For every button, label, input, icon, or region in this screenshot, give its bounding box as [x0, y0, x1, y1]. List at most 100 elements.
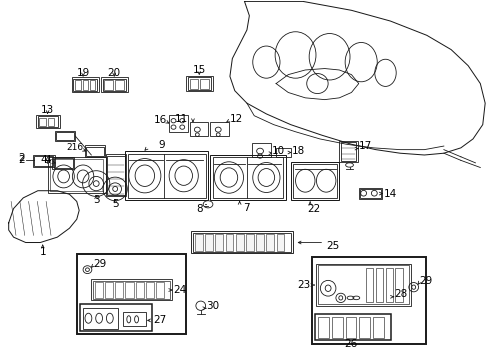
Bar — [266, 234, 274, 251]
Text: 2: 2 — [18, 156, 25, 165]
Bar — [276, 234, 284, 251]
Bar — [73, 78, 97, 91]
Bar — [195, 234, 202, 251]
Text: 19: 19 — [76, 68, 89, 78]
Bar — [290, 162, 339, 200]
Bar — [80, 304, 152, 331]
Bar — [82, 80, 88, 90]
Bar — [191, 231, 292, 253]
Bar — [127, 154, 205, 198]
Bar — [394, 268, 402, 302]
Text: 8: 8 — [196, 203, 203, 213]
Bar — [95, 282, 103, 297]
Bar — [318, 317, 328, 338]
Text: 5: 5 — [112, 199, 118, 209]
Bar — [125, 282, 133, 297]
Bar — [225, 234, 233, 251]
Bar — [251, 143, 271, 157]
Bar — [340, 143, 356, 161]
Bar — [47, 157, 106, 193]
Bar — [189, 78, 198, 89]
Text: 4: 4 — [40, 155, 46, 165]
Bar — [36, 114, 60, 128]
Text: 12: 12 — [229, 113, 243, 123]
Bar — [360, 189, 380, 198]
Text: 25: 25 — [325, 241, 339, 251]
Text: 22: 22 — [306, 204, 320, 214]
Text: 3: 3 — [93, 195, 100, 205]
Bar — [359, 317, 369, 338]
Bar — [91, 279, 171, 300]
Bar — [235, 234, 243, 251]
Text: 23: 23 — [297, 280, 310, 290]
Text: 26: 26 — [343, 339, 356, 349]
Bar — [52, 157, 74, 169]
Bar — [169, 114, 187, 132]
Text: 29: 29 — [93, 259, 106, 269]
Bar — [135, 282, 143, 297]
Bar — [54, 158, 73, 168]
Bar — [85, 145, 105, 157]
Bar — [256, 234, 264, 251]
Bar — [93, 281, 169, 298]
Bar — [107, 156, 124, 195]
Bar — [186, 76, 212, 91]
Text: 13: 13 — [41, 105, 54, 115]
Bar — [215, 234, 223, 251]
Bar — [245, 234, 253, 251]
Bar — [38, 116, 58, 127]
Bar — [276, 148, 290, 157]
Bar — [34, 157, 53, 166]
Bar — [145, 282, 154, 297]
Bar — [187, 77, 211, 90]
Bar — [39, 118, 45, 126]
Bar — [358, 188, 381, 199]
Bar — [200, 78, 208, 89]
Bar — [316, 264, 410, 306]
Bar — [125, 152, 207, 200]
Bar — [339, 141, 357, 162]
Bar — [75, 80, 81, 90]
Bar — [315, 314, 390, 340]
Bar — [47, 118, 54, 126]
Text: 14: 14 — [383, 189, 396, 199]
Text: 7: 7 — [242, 203, 249, 213]
Bar — [292, 164, 336, 198]
Bar — [33, 155, 55, 167]
Text: 24: 24 — [173, 285, 186, 295]
Bar — [101, 77, 127, 93]
Bar — [366, 268, 372, 302]
Text: 30: 30 — [206, 301, 219, 311]
Bar — [212, 157, 283, 198]
Bar — [204, 234, 212, 251]
Bar — [90, 80, 95, 90]
Bar — [86, 147, 104, 156]
Bar — [56, 132, 74, 140]
Bar — [105, 282, 113, 297]
Bar — [193, 233, 290, 252]
Bar — [122, 312, 146, 327]
Text: 9: 9 — [158, 140, 165, 150]
Text: 17: 17 — [358, 141, 371, 151]
Bar — [210, 122, 228, 136]
Bar — [106, 154, 126, 196]
Bar — [345, 317, 356, 338]
Bar — [55, 131, 75, 141]
Bar — [50, 159, 103, 191]
Bar — [375, 268, 382, 302]
Text: 28: 28 — [393, 289, 407, 299]
Text: 27: 27 — [153, 315, 166, 325]
Bar — [115, 282, 123, 297]
Bar — [102, 78, 126, 91]
Text: 11: 11 — [174, 113, 187, 123]
Text: 18: 18 — [291, 146, 305, 156]
Bar — [189, 122, 207, 136]
Bar — [385, 268, 392, 302]
Text: 1: 1 — [40, 247, 46, 257]
Text: 29: 29 — [419, 276, 432, 286]
Bar — [318, 265, 408, 304]
Text: 20: 20 — [107, 68, 121, 78]
Text: 4: 4 — [45, 156, 51, 165]
Text: 2: 2 — [18, 153, 25, 163]
Bar — [331, 317, 342, 338]
